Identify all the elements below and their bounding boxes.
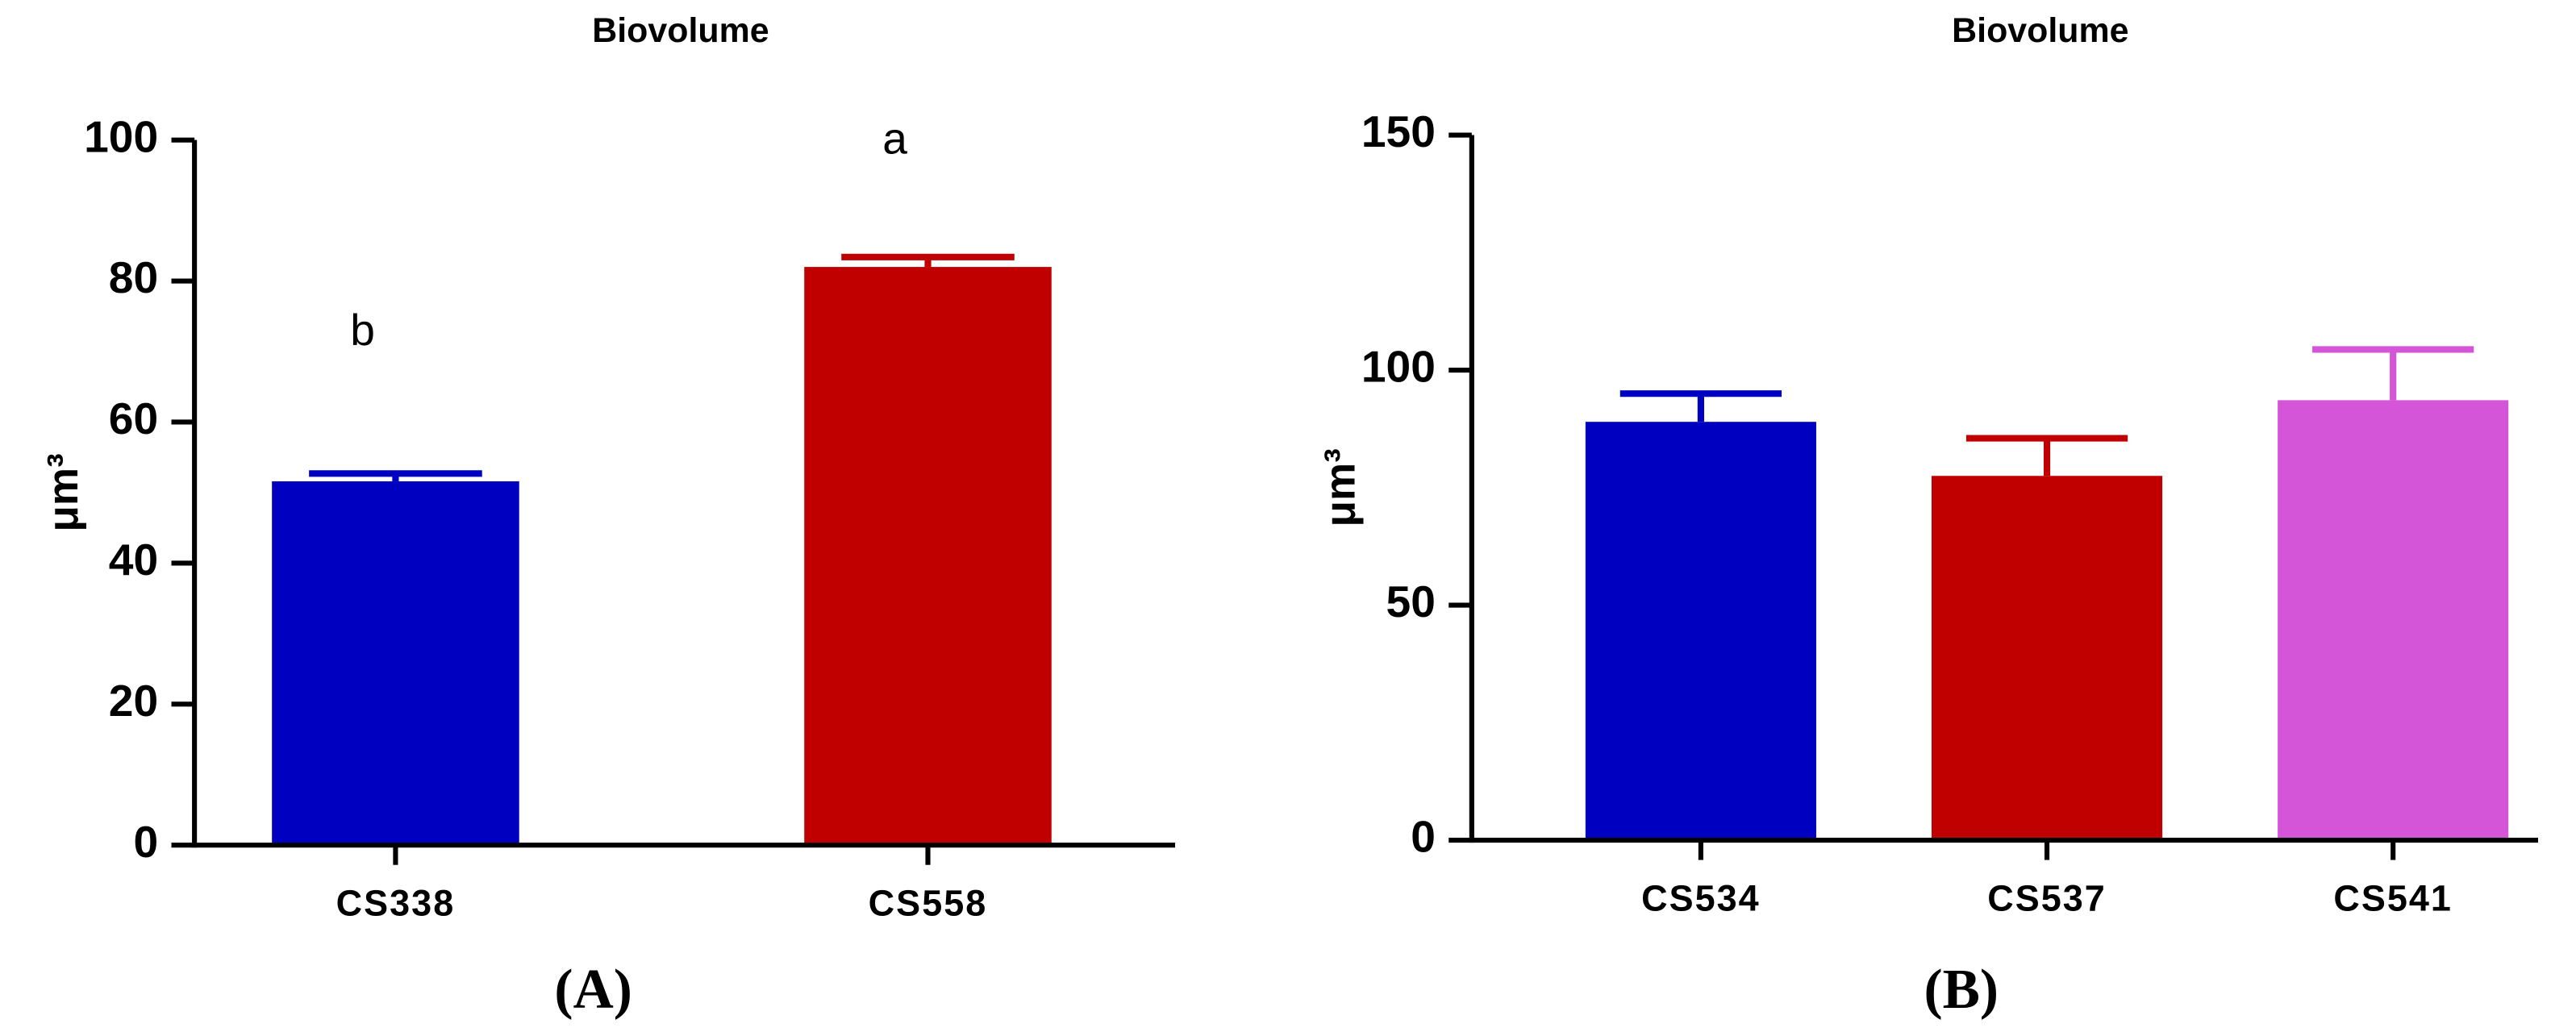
y-tick-label: 100 — [84, 111, 158, 161]
x-tick-label: CS537 — [1987, 878, 2107, 919]
y-axis-label: μm³ — [40, 453, 87, 531]
bar — [1585, 422, 1816, 841]
chart-title: Biovolume — [592, 11, 769, 50]
chart-title: Biovolume — [1952, 11, 2128, 50]
panel-label: (B) — [1924, 959, 1999, 1021]
y-tick-label: 0 — [133, 817, 158, 867]
y-tick-label: 0 — [1411, 812, 1436, 862]
y-tick-label: 100 — [1361, 342, 1436, 392]
y-tick-label: 60 — [109, 393, 158, 443]
bar — [804, 267, 1052, 846]
y-tick-label: 40 — [109, 535, 158, 585]
y-tick-label: 150 — [1361, 106, 1436, 156]
y-tick-label: 80 — [109, 252, 158, 302]
y-tick-label: 20 — [109, 676, 158, 726]
x-tick-label: CS558 — [869, 883, 988, 924]
bar — [2278, 400, 2509, 841]
panel-label: (A) — [554, 959, 631, 1021]
annotation: b — [350, 305, 375, 355]
y-axis-label: μm³ — [1316, 448, 1364, 526]
bar — [1931, 476, 2163, 841]
y-tick-label: 50 — [1386, 576, 1436, 626]
x-tick-label: CS541 — [2333, 878, 2453, 919]
x-tick-label: CS534 — [1641, 878, 1761, 919]
annotation: a — [882, 113, 907, 163]
bar — [272, 481, 519, 846]
x-tick-label: CS338 — [336, 883, 456, 924]
